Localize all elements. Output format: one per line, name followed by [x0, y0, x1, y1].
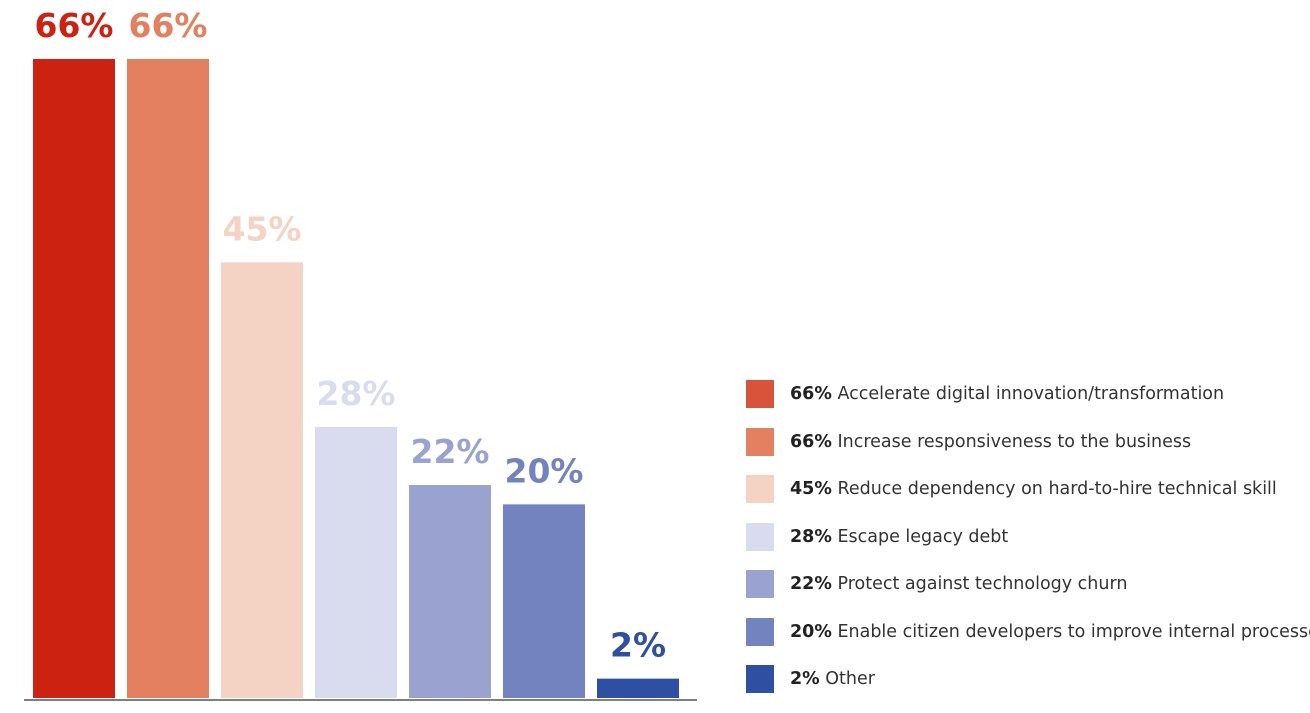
bars-group — [33, 59, 679, 698]
legend-swatch — [746, 475, 774, 503]
legend-item-7: 2% Other — [746, 665, 1306, 693]
legend-percent: 66% — [790, 431, 832, 452]
legend-label: Increase responsiveness to the business — [831, 431, 1192, 452]
bar-value-label-4: 28% — [317, 374, 396, 413]
legend-text: 66% Increase responsiveness to the busin… — [790, 432, 1191, 452]
bar-value-label-1: 66% — [35, 6, 114, 45]
legend-swatch — [746, 380, 774, 408]
legend-swatch — [746, 665, 774, 693]
legend-percent: 20% — [790, 621, 832, 642]
bar-value-label-3: 45% — [223, 209, 302, 248]
legend-item-6: 20% Enable citizen developers to improve… — [746, 617, 1310, 646]
legend-item-2: 66% Increase responsiveness to the busin… — [746, 427, 1306, 456]
legend-label: Reduce dependency on hard-to-hire techni… — [831, 479, 1277, 499]
legend-label: Protect against technology churn — [831, 574, 1128, 594]
legend-text: 28% Escape legacy debt — [790, 527, 1008, 547]
legend-swatch — [746, 617, 774, 646]
legend-text: 20% Enable citizen developers to improve… — [790, 622, 1310, 642]
legend-percent: 22% — [790, 574, 832, 594]
legend-text: 2% Other — [790, 669, 875, 689]
bar-6 — [503, 504, 585, 698]
legend-label: Escape legacy debt — [831, 526, 1009, 547]
legend-percent: 2% — [790, 669, 820, 689]
legend-item-1: 66% Accelerate digital innovation/transf… — [746, 380, 1306, 408]
bar-2 — [127, 59, 209, 698]
legend-label: Enable citizen developers to improve int… — [831, 621, 1310, 642]
legend-swatch — [746, 570, 774, 598]
legend-label: Other — [819, 669, 875, 689]
legend-swatch — [746, 427, 774, 456]
legend: 66% Accelerate digital innovation/transf… — [746, 380, 1310, 713]
legend-percent: 66% — [790, 384, 832, 404]
bar-4 — [315, 426, 397, 698]
bar-3 — [221, 262, 303, 698]
legend-percent: 45% — [790, 479, 832, 499]
bar-value-label-5: 22% — [411, 432, 490, 471]
bar-value-label-2: 66% — [129, 6, 208, 45]
bar-7 — [597, 678, 679, 698]
legend-item-5: 22% Protect against technology churn — [746, 570, 1306, 598]
legend-percent: 28% — [790, 526, 832, 547]
bar-value-label-7: 2% — [610, 626, 666, 665]
legend-swatch — [746, 522, 774, 551]
legend-item-4: 28% Escape legacy debt — [746, 522, 1306, 551]
legend-text: 22% Protect against technology churn — [790, 574, 1127, 594]
bar-1 — [33, 59, 115, 698]
legend-item-3: 45% Reduce dependency on hard-to-hire te… — [746, 475, 1306, 503]
data-labels-group: 66% 66% 45% 28% 22% 20% 2% — [35, 6, 667, 665]
legend-label: Accelerate digital innovation/transforma… — [831, 384, 1225, 404]
legend-text: 45% Reduce dependency on hard-to-hire te… — [790, 479, 1277, 499]
legend-text: 66% Accelerate digital innovation/transf… — [790, 384, 1224, 404]
bar-value-label-6: 20% — [505, 451, 584, 490]
bar-5 — [409, 485, 491, 698]
